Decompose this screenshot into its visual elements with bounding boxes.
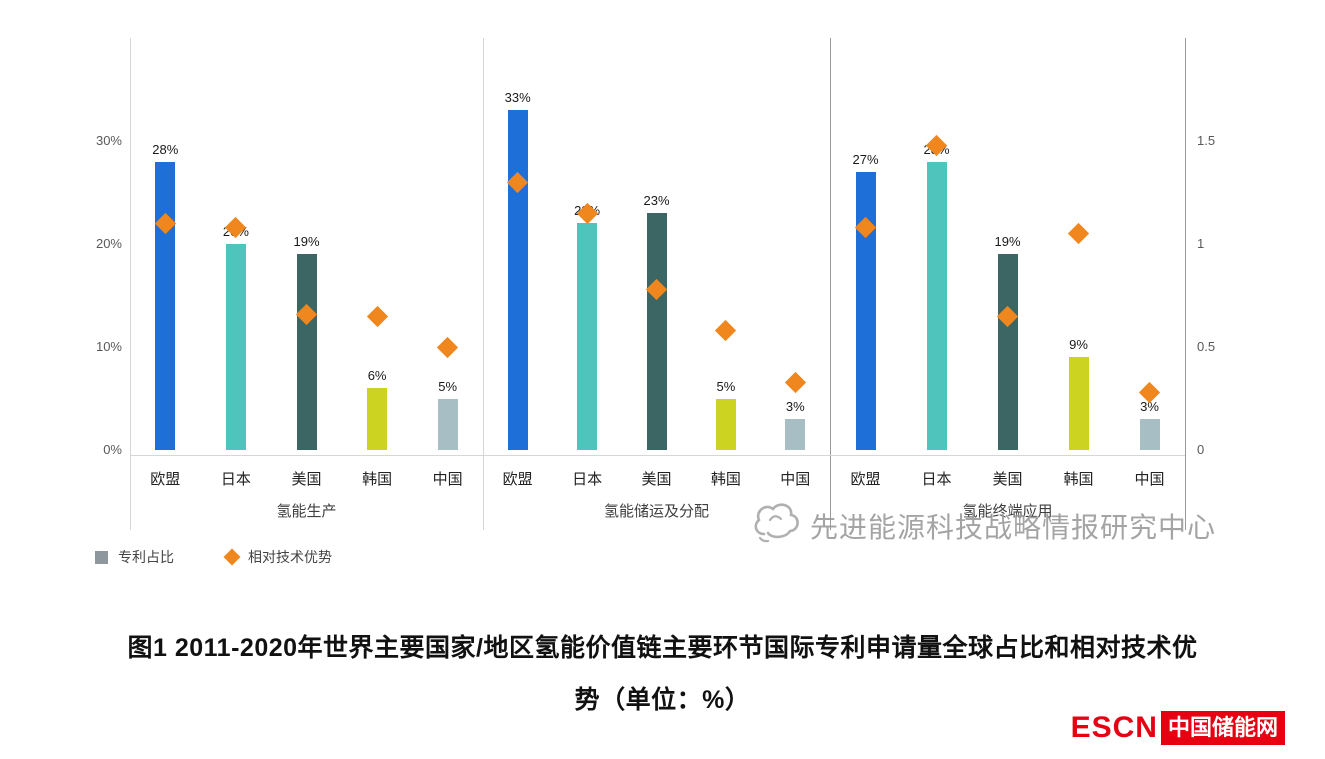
category-label: 中国 bbox=[780, 471, 811, 488]
bar-value-label: 33% bbox=[504, 90, 531, 106]
rta-diamond-marker bbox=[1067, 223, 1090, 245]
legend-item-patent-share: 专利占比 bbox=[95, 547, 174, 567]
bar bbox=[646, 213, 667, 450]
bar-value-label: 28% bbox=[152, 141, 179, 157]
category-label: 美国 bbox=[992, 471, 1023, 488]
category-label: 欧盟 bbox=[850, 471, 881, 488]
bar-value-label: 23% bbox=[643, 193, 670, 209]
escn-logo: ESCN 中国储能网 bbox=[1071, 711, 1285, 745]
bar-value-label: 19% bbox=[293, 234, 320, 250]
bar bbox=[997, 254, 1018, 450]
bar-value-label: 3% bbox=[785, 399, 805, 415]
y-axis-right-tick-label: 0 bbox=[1197, 442, 1205, 457]
group-label: 氢能储运及分配 bbox=[603, 503, 709, 520]
rta-diamond-marker bbox=[715, 319, 737, 342]
escn-logo-cn: 中国储能网 bbox=[1160, 711, 1285, 745]
group-separator-1 bbox=[483, 38, 484, 530]
bar-value-label: 6% bbox=[367, 368, 387, 384]
category-label: 日本 bbox=[572, 471, 603, 488]
bar-value-label: 9% bbox=[1069, 337, 1088, 353]
group-label: 氢能终端应用 bbox=[962, 503, 1053, 520]
bar bbox=[785, 419, 806, 450]
y-axis-left-tick-label: 0% bbox=[103, 442, 122, 457]
bar bbox=[926, 161, 947, 450]
legend-item-rta: 相对技术优势 bbox=[223, 547, 332, 567]
category-label: 韩国 bbox=[710, 471, 741, 488]
bar bbox=[296, 254, 317, 450]
escn-logo-en: ESCN bbox=[1070, 711, 1158, 744]
bar bbox=[507, 110, 528, 450]
bar-value-label: 3% bbox=[1140, 399, 1159, 415]
bar-value-label: 27% bbox=[852, 151, 879, 167]
category-label: 美国 bbox=[641, 471, 672, 488]
bar-value-label: 19% bbox=[994, 234, 1021, 250]
legend-label-patent-share: 专利占比 bbox=[118, 549, 174, 565]
y-axis-left-tick-label: 30% bbox=[95, 133, 122, 148]
bar bbox=[715, 398, 736, 450]
y-axis-line-left bbox=[130, 38, 131, 530]
y-axis-right-tick-label: 0.5 bbox=[1197, 339, 1216, 354]
legend-diamond-marker-icon bbox=[223, 548, 241, 566]
legend-label-rta: 相对技术优势 bbox=[248, 549, 332, 565]
y-axis-line-right bbox=[1185, 38, 1186, 530]
figure-caption-line2: 势（单位：%） bbox=[574, 686, 751, 714]
y-axis-right-tick-label: 1.5 bbox=[1197, 133, 1216, 148]
category-label: 中国 bbox=[1134, 471, 1165, 488]
group-separator-2 bbox=[830, 38, 831, 530]
figure-caption-line1: 图1 2011-2020年世界主要国家/地区氢能价值链主要环节国际专利申请量全球… bbox=[127, 634, 1198, 662]
rta-diamond-marker bbox=[366, 305, 388, 327]
bar bbox=[855, 171, 876, 450]
legend-square-marker-icon bbox=[95, 550, 108, 564]
bar-value-label: 5% bbox=[438, 378, 458, 394]
category-label: 欧盟 bbox=[502, 471, 533, 488]
bar bbox=[1068, 357, 1089, 450]
y-axis-right-tick-label: 1 bbox=[1197, 236, 1205, 251]
bar-value-label: 5% bbox=[716, 378, 736, 394]
bar bbox=[437, 398, 458, 450]
bar bbox=[1139, 419, 1160, 450]
y-axis-left-tick-label: 20% bbox=[95, 236, 122, 251]
category-label: 韩国 bbox=[362, 471, 393, 488]
category-label: 中国 bbox=[432, 471, 463, 488]
category-label: 美国 bbox=[291, 471, 322, 488]
chart-legend: 专利占比 相对技术优势 bbox=[95, 547, 332, 567]
bar bbox=[225, 244, 246, 450]
bar bbox=[155, 161, 176, 450]
bar bbox=[367, 388, 388, 450]
rta-diamond-marker bbox=[784, 371, 806, 393]
category-label: 韩国 bbox=[1063, 471, 1094, 488]
category-label: 日本 bbox=[921, 471, 952, 488]
group-label: 氢能生产 bbox=[276, 503, 337, 520]
x-axis-line bbox=[130, 455, 1185, 456]
rta-diamond-marker bbox=[437, 336, 459, 358]
category-label: 日本 bbox=[220, 471, 251, 488]
y-axis-left-tick-label: 10% bbox=[95, 339, 122, 354]
category-label: 欧盟 bbox=[150, 471, 181, 488]
bar bbox=[577, 223, 598, 450]
